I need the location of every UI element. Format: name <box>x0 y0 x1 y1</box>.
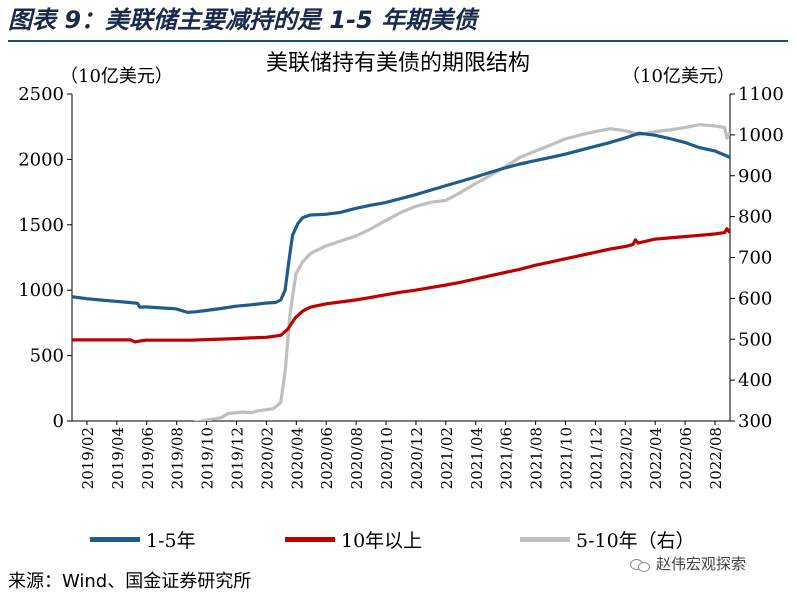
legend-swatch-1 <box>90 536 140 542</box>
x-tick-label: 2022/06 <box>677 427 695 489</box>
x-tick-label: 2019/02 <box>79 427 97 489</box>
y-right-tick-label: 900 <box>738 166 772 187</box>
y-right-tick-label: 700 <box>738 248 772 269</box>
x-tick-label: 2019/04 <box>109 427 127 489</box>
x-tick-label: 2019/10 <box>199 427 217 489</box>
right-axis-unit: （10亿美元） <box>622 66 735 87</box>
x-tick-label: 2019/08 <box>169 427 187 489</box>
x-tick-label: 2021/12 <box>587 427 605 489</box>
legend-label-2: 10年以上 <box>341 529 423 552</box>
legend-swatch-3 <box>520 536 570 542</box>
y-right-tick-label: 1100 <box>738 84 784 105</box>
x-tick-label: 2020/04 <box>288 427 306 489</box>
x-tick-label: 2021/10 <box>558 427 576 489</box>
legend-item-3: 5-10年（右） <box>520 526 695 552</box>
legend-item-2: 10年以上 <box>285 526 422 552</box>
y-right-tick-label: 1000 <box>738 125 784 146</box>
x-tick-label: 2022/04 <box>647 427 665 489</box>
y-right-tick-label: 400 <box>738 370 772 391</box>
series-line-1 <box>72 131 730 314</box>
wechat-icon <box>630 557 650 572</box>
y-right-tick-label: 800 <box>738 207 772 228</box>
y-left-tick-label: 2000 <box>18 149 64 170</box>
source-note: 来源：Wind、国金证券研究所 <box>8 571 252 592</box>
left-axis-unit: （10亿美元） <box>60 66 173 87</box>
x-tick-label: 2021/04 <box>468 427 486 489</box>
x-tick-label: 2020/02 <box>258 427 276 489</box>
x-tick-label: 2021/06 <box>498 427 516 489</box>
legend-label-1: 1-5年 <box>146 529 196 552</box>
y-left-tick-label: 1500 <box>18 215 64 236</box>
y-right-tick-label: 300 <box>738 411 772 432</box>
x-tick-label: 2021/02 <box>438 427 456 489</box>
x-tick-label: 2019/12 <box>229 427 247 489</box>
watermark: 赵伟宏观探索 <box>630 553 746 574</box>
series-line-3 <box>192 123 730 421</box>
y-left-tick-label: 500 <box>30 346 64 367</box>
x-tick-label: 2020/06 <box>318 427 336 489</box>
legend-swatch-2 <box>285 536 335 542</box>
y-right-tick-label: 500 <box>738 329 772 350</box>
series-line-2 <box>72 227 730 344</box>
x-tick-label: 2019/06 <box>139 427 157 489</box>
x-tick-label: 2020/12 <box>408 427 426 489</box>
y-left-tick-label: 1000 <box>18 280 64 301</box>
watermark-text: 赵伟宏观探索 <box>656 555 747 573</box>
y-left-tick-label: 2500 <box>18 84 64 105</box>
legend-item-1: 1-5年 <box>90 526 196 552</box>
figure-title: 图表 9：美联储主要减持的是 1-5 年期美债 <box>8 0 788 42</box>
x-tick-label: 2022/08 <box>707 427 725 489</box>
y-left-tick-label: 0 <box>53 411 64 432</box>
x-tick-label: 2020/10 <box>378 427 396 489</box>
x-tick-label: 2022/02 <box>617 427 635 489</box>
chart-title: 美联储持有美债的期限结构 <box>265 51 530 76</box>
x-tick-label: 2020/08 <box>348 427 366 489</box>
legend-label-3: 5-10年（右） <box>576 529 695 552</box>
y-right-tick-label: 600 <box>738 288 772 309</box>
x-tick-label: 2021/08 <box>528 427 546 489</box>
